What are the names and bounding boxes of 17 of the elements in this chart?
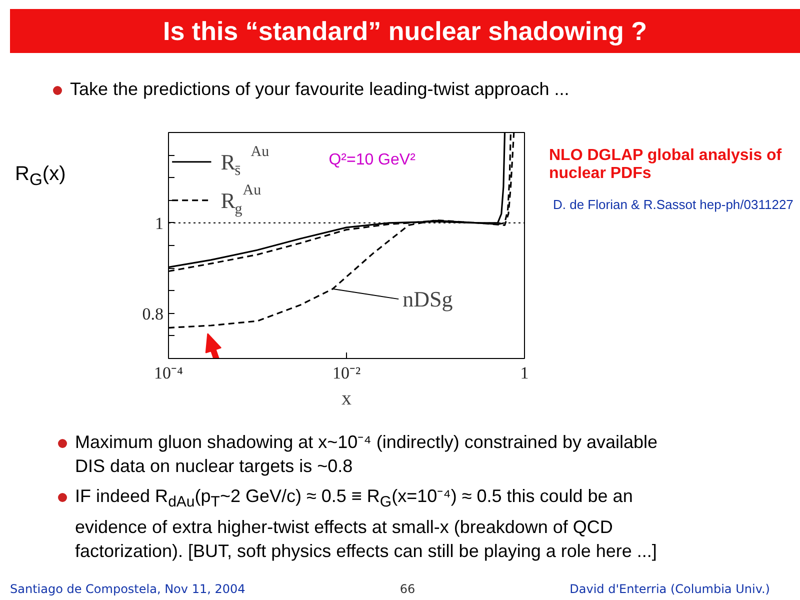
x-tick-label: 1	[520, 364, 529, 382]
annotation: Q²=10 GeV²	[328, 152, 416, 169]
text: IF indeed R$_{dAu}$(p$_{T}$~2 GeV/c) ≈ 0.5 ≡ R$_{G}$(x=10⁻⁴) ≈ 0.5 this could be an evidence of extra higher-twist effects at small-x (breakdown of QCD factorization). [BUT, soft physics effects can still be playing a role here ...]	[75, 486, 657, 561]
chart-subtitle: Take the predictions of your favourite leading-twist approach ...	[69, 78, 570, 100]
annotation: nDSg	[402, 286, 453, 312]
text: Maximum gluon shadowing at x~10⁻⁴ (indirectly) constrained by available DIS data on nuclear targets is ~0.8	[74, 431, 659, 478]
text: 66	[400, 582, 416, 596]
text: NLO DGLAP global analysis of nuclear PDFs	[549, 147, 783, 183]
x-axis-title: x	[342, 388, 352, 410]
x-tick-label: 10⁻⁴	[154, 364, 184, 382]
text: David d'Enterria (Columbia Univ.)	[570, 582, 770, 596]
y-axis-title: R$_{G}$(x)	[15, 163, 66, 190]
text: Santiago de Compostela, Nov 11, 2004	[10, 582, 246, 596]
y-tick-label: 0.8	[142, 304, 164, 324]
text: D. de Florian & R.Sassot hep-ph/0311227	[553, 197, 794, 212]
chart-title: Is this “standard” nuclear shadowing ?	[10, 9, 800, 53]
x-tick-label: 10⁻²	[332, 364, 361, 382]
